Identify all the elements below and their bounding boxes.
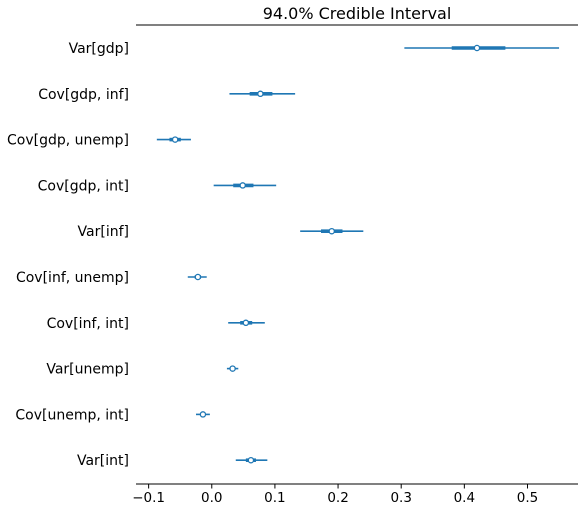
row-label: Var[int]: [77, 453, 129, 469]
forest-row: Var[inf]: [78, 224, 364, 240]
point-estimate-marker: [171, 136, 179, 143]
forest-row: Cov[unemp, int]: [15, 407, 210, 423]
point-estimate-marker: [229, 365, 236, 372]
row-label: Cov[gdp, int]: [38, 178, 129, 194]
row-label: Var[unemp]: [46, 362, 129, 378]
point-estimate-marker: [473, 44, 481, 52]
row-label: Cov[inf, int]: [47, 316, 129, 332]
row-label: Cov[gdp, inf]: [38, 87, 129, 103]
point-estimate-marker: [199, 411, 207, 418]
x-tick-label: 0.2: [327, 490, 348, 506]
x-tick-label: −0.1: [132, 490, 165, 506]
forest-row: Cov[inf, unemp]: [16, 270, 207, 286]
point-estimate-marker: [257, 90, 264, 98]
row-label: Cov[inf, unemp]: [16, 270, 129, 286]
point-estimate-marker: [242, 319, 250, 327]
point-estimate-marker: [247, 456, 255, 464]
chart-title: 94.0% Credible Interval: [263, 4, 452, 23]
x-tick-label: 0.4: [454, 490, 475, 506]
point-estimate-marker: [239, 182, 246, 189]
x-tick-label: 0.1: [264, 490, 285, 506]
forest-row: Cov[inf, int]: [47, 316, 265, 332]
row-label: Cov[gdp, unemp]: [7, 133, 129, 149]
forest-row: Var[unemp]: [46, 362, 239, 378]
x-tick-label: 0.0: [201, 490, 222, 506]
row-label: Cov[unemp, int]: [15, 407, 129, 423]
x-axis-ticks: −0.1 0.0 0.1 0.2 0.3 0.4 0.5: [132, 484, 538, 506]
row-label: Var[inf]: [78, 224, 129, 240]
forest-rows: Var[gdp] Cov[gdp, inf] Cov[gdp, unemp] Cov[…: [7, 41, 560, 469]
point-estimate-marker: [328, 227, 335, 235]
forest-row: Cov[gdp, int]: [38, 178, 277, 194]
point-estimate-marker: [194, 273, 202, 281]
forest-row: Var[int]: [77, 453, 268, 469]
x-tick-label: 0.3: [390, 490, 411, 506]
forest-row: Cov[gdp, inf]: [38, 87, 296, 103]
forest-row: Var[gdp]: [69, 41, 560, 57]
row-label: Var[gdp]: [69, 41, 129, 57]
forest-row: Cov[gdp, unemp]: [7, 133, 191, 149]
x-tick-label: 0.5: [517, 490, 538, 506]
